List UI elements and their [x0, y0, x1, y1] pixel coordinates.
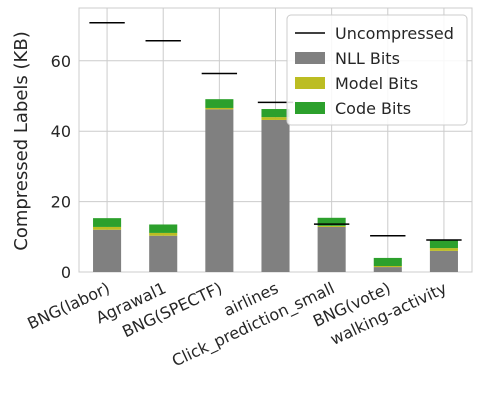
legend: Uncompressed NLL Bits Model Bits Code Bits: [286, 14, 468, 126]
bar-code-bits: [93, 218, 122, 227]
y-tick-label: 0: [61, 263, 71, 282]
bar-code-bits: [429, 240, 458, 249]
bar-model-bits: [429, 248, 458, 251]
bar-model-bits: [93, 226, 122, 230]
bar-nll-bits: [317, 226, 346, 272]
legend-label-code-bits: Code Bits: [335, 99, 411, 118]
y-axis-label: Compressed Labels (KB): [11, 31, 32, 250]
bar-model-bits: [261, 117, 290, 120]
bar-code-bits: [205, 99, 234, 108]
legend-swatch-model-bits: [295, 77, 325, 89]
bar-code-bits: [317, 217, 346, 226]
bar-model-bits: [373, 266, 402, 268]
legend-label-model-bits: Model Bits: [335, 74, 418, 93]
bar-nll-bits: [93, 229, 122, 272]
bar-code-bits: [373, 257, 402, 267]
bar-model-bits: [205, 107, 234, 110]
bar-nll-bits: [149, 235, 178, 272]
bar-model-bits: [149, 232, 178, 236]
bar-nll-bits: [261, 119, 290, 272]
bar-model-bits: [317, 225, 346, 227]
y-tick-label: 40: [51, 122, 71, 141]
legend-box: [286, 14, 468, 126]
bar-nll-bits: [373, 267, 402, 272]
bar-layer: [93, 99, 458, 272]
y-tick-label: 60: [51, 52, 71, 71]
legend-label-nll-bits: NLL Bits: [335, 49, 400, 68]
bar-nll-bits: [205, 109, 234, 272]
bar-nll-bits: [429, 250, 458, 272]
legend-swatch-nll-bits: [295, 52, 325, 64]
y-tick-label: 20: [51, 193, 71, 212]
bar-code-bits: [149, 224, 178, 233]
bar-code-bits: [261, 109, 290, 118]
legend-label-uncompressed: Uncompressed: [335, 24, 454, 43]
legend-swatch-code-bits: [295, 102, 325, 114]
